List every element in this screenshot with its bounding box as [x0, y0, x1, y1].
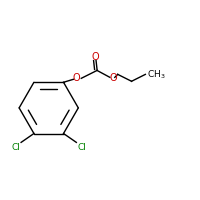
- Text: CH$_3$: CH$_3$: [147, 68, 166, 81]
- Text: Cl: Cl: [77, 143, 86, 152]
- Text: O: O: [109, 73, 117, 83]
- Text: O: O: [91, 52, 99, 62]
- Text: O: O: [73, 73, 80, 83]
- Text: Cl: Cl: [11, 143, 20, 152]
